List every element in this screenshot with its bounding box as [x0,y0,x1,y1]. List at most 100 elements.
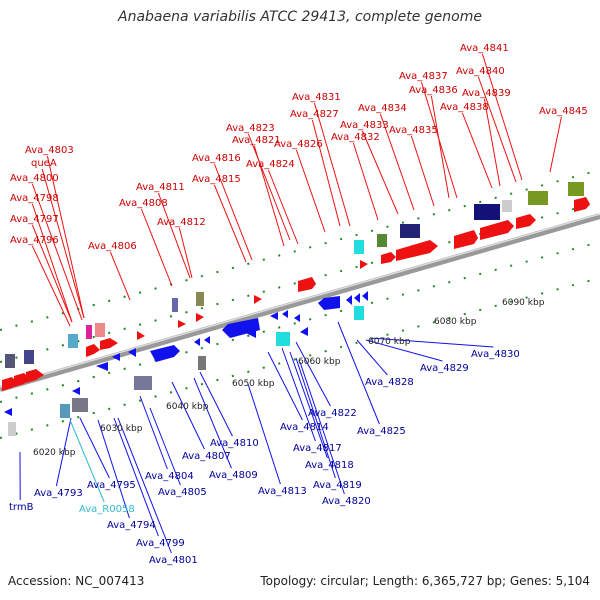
gene-box-forward[interactable] [5,354,15,368]
gene-label-bottom[interactable]: Ava_4817 [293,443,342,454]
gene-label-top[interactable]: Ava_4841 [460,43,509,54]
gene-arrow-reverse[interactable] [4,408,12,416]
gene-label-top[interactable]: Ava_4806 [88,241,137,252]
gene-label-top[interactable]: Ava_4797 [10,214,59,225]
gene-box-forward[interactable] [86,325,92,339]
gene-label-top[interactable]: Ava_4796 [10,235,59,246]
gene-label-top[interactable]: Ava_4826 [274,139,323,150]
gene-label-top[interactable]: Ava_4836 [409,85,458,96]
gene-label-top[interactable]: Ava_4803 [25,145,74,156]
gene-box-forward[interactable] [196,292,204,306]
gene-label-bottom[interactable]: Ava_4799 [136,538,185,549]
gene-arrow-reverse[interactable] [194,338,200,346]
gene-arrow-forward[interactable] [26,369,44,383]
gene-box-forward[interactable] [528,191,548,205]
gene-label-top[interactable]: Ava_4815 [192,174,241,185]
gene-arrow-reverse[interactable] [128,348,136,357]
gene-arrow-forward[interactable] [196,313,204,322]
gene-arrow-forward[interactable] [254,295,262,304]
gene-arrow-reverse[interactable] [112,353,120,361]
gene-box-forward[interactable] [354,240,364,254]
gene-label-bottom[interactable]: Ava_4830 [471,349,520,360]
gene-label-bottom[interactable]: Ava_4795 [87,480,136,491]
gene-label-bottom[interactable]: Ava_4822 [308,408,357,419]
gene-label-bottom[interactable]: Ava_4804 [145,471,194,482]
gene-arrow-forward[interactable] [516,214,536,229]
gene-label-bottom[interactable]: Ava_4814 [280,422,329,433]
gene-arrow-reverse[interactable] [246,329,256,338]
gene-label-top[interactable]: Ava_4824 [246,159,295,170]
gene-box-reverse[interactable] [60,404,70,418]
gene-label-top[interactable]: Ava_4811 [136,182,185,193]
gene-label-top[interactable]: Ava_4821 [232,135,281,146]
gene-arrow-reverse[interactable] [72,387,80,395]
gene-label-top[interactable]: Ava_4835 [389,125,438,136]
gene-label-bottom[interactable]: Ava_4818 [305,460,354,471]
gene-label-top[interactable]: Ava_4833 [340,120,389,131]
gene-arrow-reverse[interactable] [300,327,308,336]
gene-label-bottom[interactable]: Ava_4828 [365,377,414,388]
gene-arrow-forward[interactable] [137,331,145,340]
gene-arrow-reverse[interactable] [362,291,368,301]
gene-box-forward[interactable] [68,334,78,348]
gene-box-forward[interactable] [24,350,34,364]
gene-arrow-reverse[interactable] [294,314,300,322]
gene-box-reverse[interactable] [134,376,152,390]
gene-box-forward[interactable] [502,200,512,212]
gene-label-top[interactable]: Ava_4839 [462,88,511,99]
gene-label-bottom[interactable]: Ava_R0058 [79,504,135,515]
gene-arrow-reverse[interactable] [270,312,278,320]
gene-label-top[interactable]: Ava_4832 [331,132,380,143]
gene-label-bottom[interactable]: Ava_4825 [357,426,406,437]
gene-box-forward[interactable] [474,204,500,220]
gene-label-top[interactable]: Ava_4798 [10,193,59,204]
gene-label-top[interactable]: Ava_4845 [539,106,588,117]
gene-label-bottom[interactable]: Ava_4819 [313,480,362,491]
gene-box-reverse[interactable] [276,332,290,346]
gene-label-top[interactable]: Ava_4837 [399,71,448,82]
gene-box-forward[interactable] [172,298,178,312]
gene-label-bottom[interactable]: Ava_4805 [158,487,207,498]
gene-label-bottom[interactable]: Ava_4820 [322,496,371,507]
gene-arrow-forward[interactable] [454,230,478,249]
gene-box-reverse[interactable] [354,306,364,320]
gene-arrow-forward[interactable] [360,260,368,269]
gene-label-top[interactable]: Ava_4838 [440,102,489,113]
gene-label-bottom[interactable]: Ava_4807 [182,451,231,462]
gene-label-bottom[interactable]: Ava_4809 [209,470,258,481]
gene-label-bottom[interactable]: Ava_4793 [34,488,83,499]
gene-arrow-reverse[interactable] [318,296,340,310]
gene-arrow-reverse[interactable] [354,293,360,303]
gene-label-bottom[interactable]: Ava_4794 [107,520,156,531]
gene-label-top[interactable]: Ava_4834 [358,103,407,114]
gene-label-bottom[interactable]: Ava_4801 [149,555,198,566]
gene-label-bottom[interactable]: Ava_4810 [210,438,259,449]
gene-arrow-forward[interactable] [480,220,514,240]
gene-label-top[interactable]: Ava_4840 [456,66,505,77]
gene-label-top[interactable]: Ava_4816 [192,153,241,164]
gene-box-reverse[interactable] [72,398,88,412]
gene-box-forward[interactable] [377,234,387,247]
gene-label-top[interactable]: Ava_4812 [157,217,206,228]
gene-arrow-forward[interactable] [86,344,100,357]
gene-arrow-forward[interactable] [381,252,396,264]
gene-label-bottom[interactable]: trmB [9,502,34,513]
gene-arrow-reverse[interactable] [204,336,210,344]
gene-arrow-forward[interactable] [100,338,118,350]
gene-arrow-forward[interactable] [178,320,186,328]
gene-arrow-forward[interactable] [298,277,316,292]
gene-arrow-reverse[interactable] [150,345,180,362]
gene-label-bottom[interactable]: Ava_4813 [258,486,307,497]
gene-arrow-reverse[interactable] [282,310,288,318]
gene-arrow-reverse[interactable] [222,318,260,338]
gene-arrow-forward[interactable] [574,197,590,212]
gene-label-top[interactable]: Ava_4827 [290,109,339,120]
gene-label-top[interactable]: Ava_4831 [292,92,341,103]
gene-box-reverse[interactable] [8,422,16,436]
gene-arrow-reverse[interactable] [96,362,108,371]
gene-box-forward[interactable] [95,323,105,337]
gene-box-reverse[interactable] [198,356,206,370]
gene-arrow-forward[interactable] [396,240,438,261]
gene-label-top[interactable]: queA [31,158,57,169]
gene-box-forward[interactable] [568,182,584,196]
